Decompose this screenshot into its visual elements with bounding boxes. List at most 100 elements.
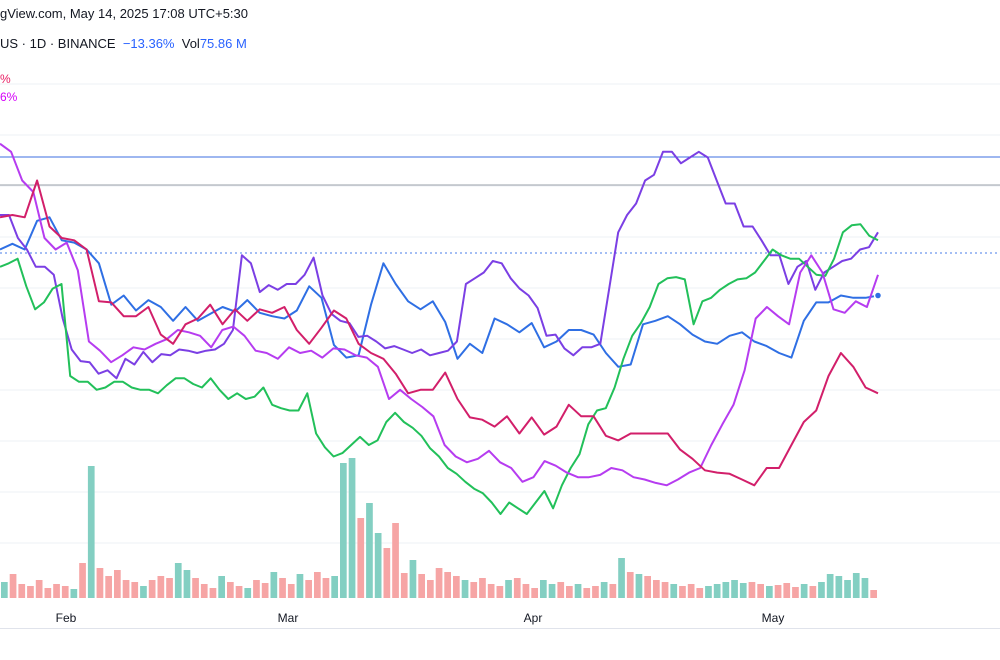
volume-bar bbox=[35, 580, 43, 598]
volume-bar bbox=[305, 580, 312, 598]
volume-bar bbox=[270, 572, 278, 598]
volume-bar bbox=[479, 578, 486, 598]
volume-value: 75.86 M bbox=[199, 36, 247, 51]
volume-bar bbox=[600, 582, 608, 598]
volume-bar bbox=[705, 586, 712, 598]
volume-bar bbox=[183, 570, 191, 598]
volume-bar bbox=[522, 584, 530, 598]
volume-bar bbox=[209, 588, 217, 598]
volume-bar bbox=[392, 523, 399, 598]
volume-bar bbox=[296, 574, 304, 598]
volume-bar bbox=[244, 588, 252, 598]
volume-bar bbox=[670, 584, 678, 598]
volume-bar bbox=[331, 576, 338, 598]
volume-bar bbox=[18, 584, 26, 598]
volume-bar bbox=[235, 586, 243, 598]
volume-bar bbox=[174, 563, 182, 598]
x-tick-label: May bbox=[762, 611, 785, 625]
volume-bar bbox=[644, 576, 651, 598]
volume-bar bbox=[653, 580, 660, 598]
compare-change-1: % bbox=[0, 72, 11, 86]
volume-bar bbox=[861, 578, 869, 598]
volume-bar bbox=[114, 570, 121, 598]
volume-bar bbox=[409, 560, 417, 598]
compare-change-2: 6% bbox=[0, 90, 18, 104]
volume-bar bbox=[61, 586, 69, 598]
volume-bar bbox=[792, 587, 799, 598]
volume-bar bbox=[818, 582, 825, 598]
volume-bar bbox=[696, 588, 704, 598]
compare-symbol-1: % bbox=[0, 72, 11, 86]
volume-bar bbox=[96, 568, 104, 598]
volume-bar bbox=[366, 503, 373, 598]
volume-bar bbox=[122, 580, 130, 598]
volume-bar bbox=[79, 563, 86, 598]
volume-bar bbox=[261, 583, 269, 598]
volume-bar bbox=[287, 584, 295, 598]
volume-bar bbox=[557, 582, 565, 598]
x-tick-label: Apr bbox=[524, 611, 543, 625]
symbol-legend: US · 1D · BINANCE −13.36% Vol75.86 M bbox=[0, 36, 247, 51]
volume-bar bbox=[87, 466, 95, 598]
volume-bar bbox=[870, 590, 877, 598]
volume-bar bbox=[852, 573, 860, 598]
volume-bar bbox=[748, 582, 756, 598]
volume-bar bbox=[566, 586, 573, 598]
volume-bar bbox=[453, 576, 460, 598]
volume-bar bbox=[418, 574, 425, 598]
volume-bar bbox=[374, 533, 382, 598]
volume-bar bbox=[487, 584, 495, 598]
time-axis-divider bbox=[0, 628, 1000, 629]
volume-bar bbox=[200, 584, 208, 598]
price-change: −13.36% bbox=[122, 36, 175, 51]
volume-bar bbox=[227, 582, 234, 598]
volume-bar bbox=[835, 576, 843, 598]
volume-bar bbox=[609, 584, 617, 598]
volume-bar bbox=[192, 578, 199, 598]
volume-bar bbox=[661, 582, 669, 598]
volume-bar bbox=[461, 580, 469, 598]
volume-label: Vol bbox=[181, 36, 200, 51]
volume-bar bbox=[548, 584, 556, 598]
volume-bar bbox=[679, 586, 686, 598]
volume-bar bbox=[783, 583, 791, 598]
volume-bar bbox=[70, 589, 78, 598]
volume-bar bbox=[470, 582, 478, 598]
volume-bar bbox=[383, 548, 391, 598]
volume-bar bbox=[513, 578, 521, 598]
volume-bar bbox=[157, 576, 165, 598]
volume-bar bbox=[583, 588, 591, 598]
volume-bar bbox=[218, 576, 225, 598]
volume-bar bbox=[44, 588, 52, 598]
chart-header: gView.com, May 14, 2025 17:08 UTC+5:30 bbox=[0, 6, 248, 21]
volume-bar bbox=[731, 580, 738, 598]
volume-bar bbox=[9, 574, 17, 598]
volume-bar bbox=[435, 568, 443, 598]
volume-bar bbox=[400, 573, 408, 598]
series-line-purple bbox=[0, 150, 879, 380]
last-price-dot bbox=[873, 291, 883, 300]
volume-bar bbox=[618, 558, 625, 598]
volume-bar bbox=[713, 584, 721, 598]
volume-bar bbox=[766, 586, 773, 598]
volume-bar bbox=[540, 580, 547, 598]
volume-bar bbox=[531, 588, 538, 598]
volume-bar bbox=[635, 574, 643, 598]
volume-bar bbox=[444, 572, 451, 598]
volume-bar bbox=[148, 580, 156, 598]
volume-bar bbox=[314, 572, 321, 598]
volume-bar bbox=[757, 584, 764, 598]
volume-bar bbox=[357, 518, 365, 598]
series-line-magenta bbox=[0, 142, 879, 487]
volume-bar bbox=[253, 580, 260, 598]
compare-symbol-2: 6% bbox=[0, 90, 17, 104]
volume-bar bbox=[809, 586, 817, 598]
x-tick-label: Feb bbox=[56, 611, 77, 625]
volume-bar bbox=[131, 582, 139, 598]
volume-bar bbox=[592, 586, 599, 598]
series-line-crimson bbox=[0, 179, 879, 487]
volume-bar bbox=[505, 580, 512, 598]
volume-bar bbox=[774, 585, 782, 598]
volume-bar bbox=[574, 584, 582, 598]
